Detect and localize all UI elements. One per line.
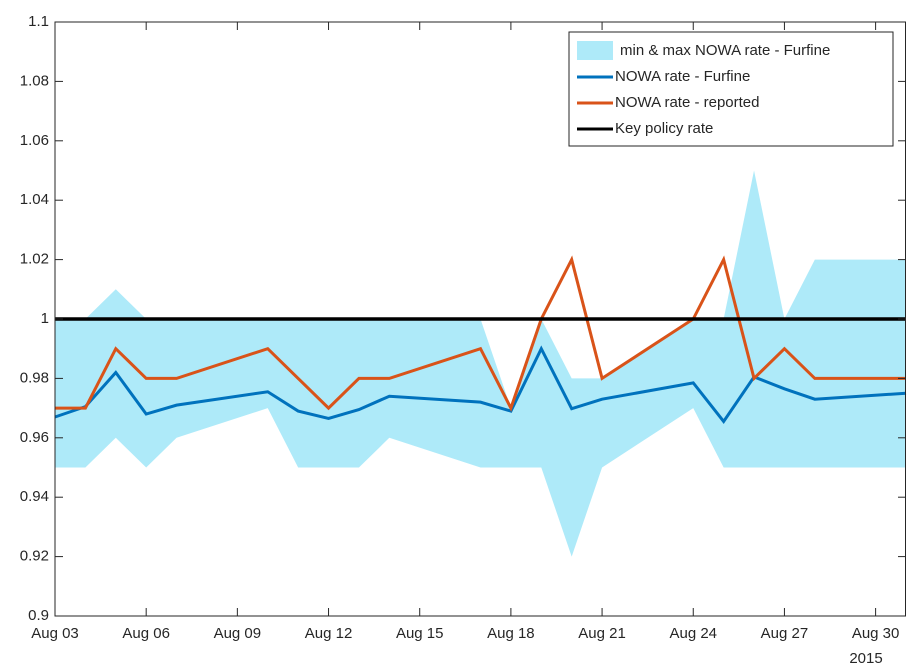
y-tick-label: 0.98 [20,369,49,386]
x-tick-label: Aug 06 [122,625,170,642]
legend-swatch [577,41,613,60]
x-tick-label: Aug 24 [669,625,717,642]
x-tick-label: Aug 15 [396,625,444,642]
legend: min & max NOWA rate - Furfine NOWA rate -… [568,31,894,147]
y-tick-label: 0.92 [20,548,49,565]
y-tick-label: 1.1 [28,13,49,30]
series-line [55,255,906,412]
x-tick-label: Aug 09 [214,625,262,642]
y-tick-label: 0.94 [20,488,49,505]
legend-label: NOWA rate - Furfine [615,68,750,85]
x-tick-label: Aug 03 [31,625,79,642]
legend-label: NOWA rate - reported [615,94,760,111]
y-tick-label: 1.08 [20,72,49,89]
series-line [54,345,907,424]
range-band [55,170,906,557]
y-tick-label: 0.9 [28,607,49,624]
x-tick-label: Aug 27 [761,625,809,642]
x-tick-label: Aug 18 [487,625,535,642]
x-tick-label: Aug 21 [578,625,626,642]
y-tick-label: 1.04 [20,191,49,208]
legend-label: Key policy rate [615,120,713,137]
y-tick-label: 0.96 [20,429,49,446]
legend-box [568,31,894,147]
x-tick-label: Aug 30 [852,625,900,642]
x-year-label: 2015 [849,650,882,667]
x-tick-label: Aug 12 [305,625,353,642]
y-tick-label: 1.02 [20,251,49,268]
y-tick-label: 1 [41,310,49,327]
y-tick-label: 1.06 [20,132,49,149]
legend-label: min & max NOWA rate - Furfine [620,42,830,59]
